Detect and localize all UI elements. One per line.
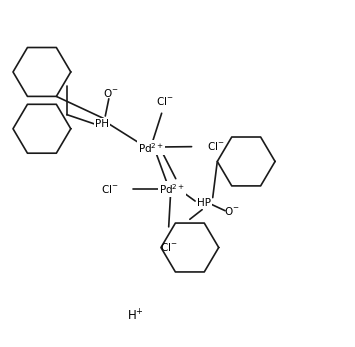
Text: Cl$^{-}$: Cl$^{-}$ [101,183,118,195]
Text: Cl$^{-}$: Cl$^{-}$ [207,139,224,152]
Text: PH: PH [95,119,109,129]
Text: H$^{+}$: H$^{+}$ [127,309,144,324]
Text: O$^{-}$: O$^{-}$ [103,87,118,99]
Text: Pd$^{2+}$: Pd$^{2+}$ [159,182,185,196]
Text: O$^{-}$: O$^{-}$ [224,205,240,217]
Text: HP: HP [197,198,211,208]
Text: Cl$^{-}$: Cl$^{-}$ [160,241,178,253]
Text: Cl$^{-}$: Cl$^{-}$ [157,95,174,107]
Text: Pd$^{2+}$: Pd$^{2+}$ [138,141,164,154]
